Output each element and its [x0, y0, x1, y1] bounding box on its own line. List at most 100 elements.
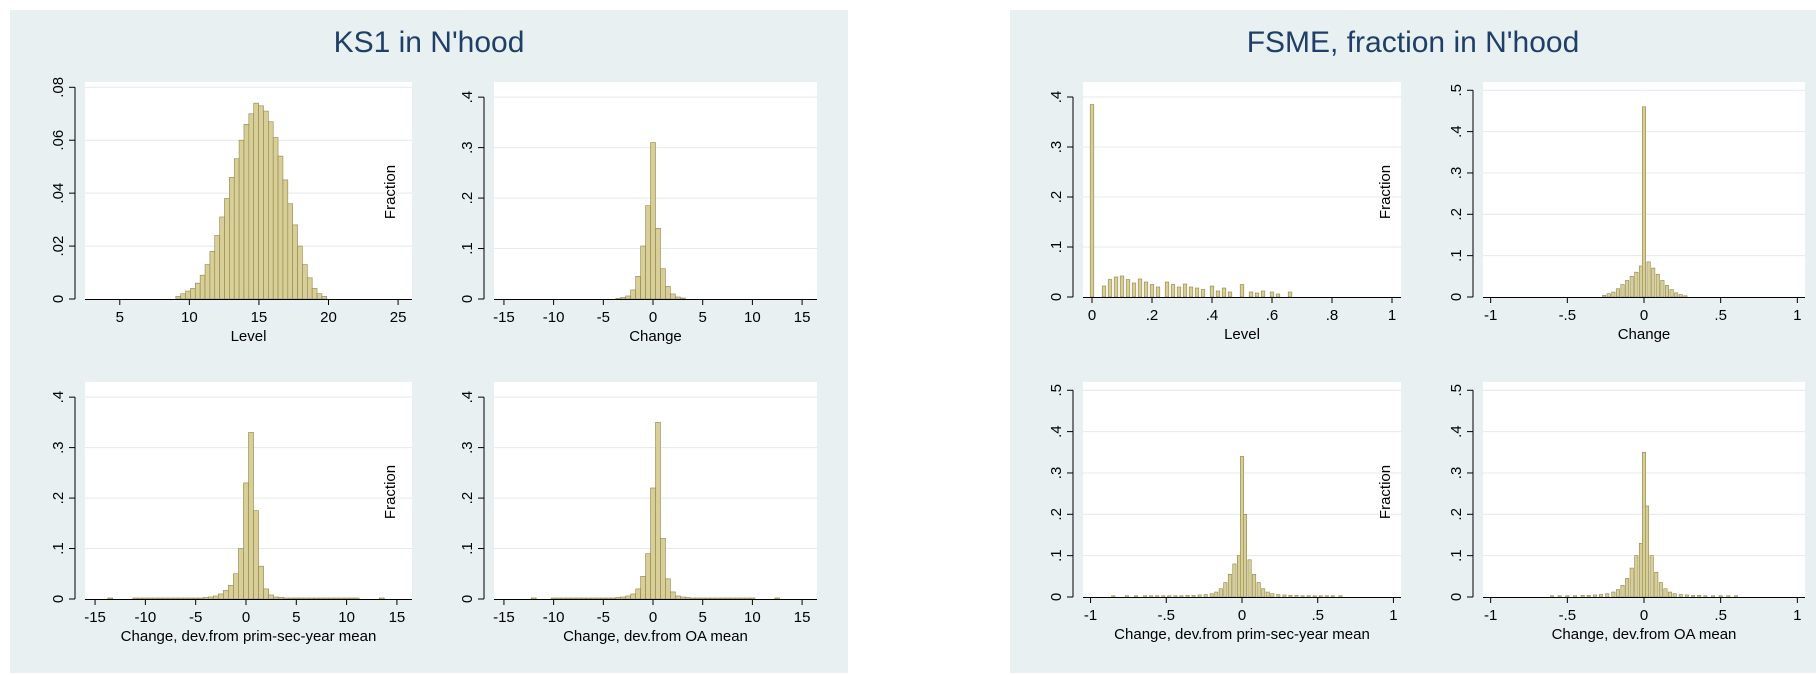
histogram-bar: [1592, 594, 1597, 598]
x-tick-label: 5: [292, 609, 300, 626]
y-tick-label: 0: [459, 595, 476, 603]
y-tick-label: .3: [1048, 467, 1065, 480]
panel-title-fsme: FSME, fraction in N'hood: [1246, 26, 1580, 59]
x-tick-label: 10: [338, 609, 355, 626]
histogram-bar: [1691, 595, 1696, 598]
y-tick-label: .4: [1448, 125, 1465, 138]
histogram-bar: [1718, 595, 1723, 598]
y-tick-label: .1: [459, 242, 476, 255]
x-tick-label: 5: [699, 309, 707, 326]
x-tick-label: .4: [1206, 307, 1219, 324]
y-axis-label: Fraction: [1377, 165, 1394, 219]
y-tick-label: .3: [459, 141, 476, 154]
y-tick-label: .4: [1448, 425, 1465, 438]
x-tick-label: 5: [116, 309, 124, 326]
y-tick-label: 0: [1048, 593, 1065, 601]
x-tick-label: -5: [597, 309, 610, 326]
y-tick-label: .3: [1448, 167, 1465, 180]
x-tick-label: 0: [1238, 607, 1246, 624]
y-tick-label: .08: [50, 77, 67, 98]
y-tick-label: .1: [1448, 549, 1465, 562]
histogram-bar: [1625, 578, 1630, 598]
histogram-bar: [1615, 589, 1620, 598]
y-tick-label: 0: [1448, 293, 1465, 301]
y-tick-label: 0: [50, 295, 67, 303]
x-tick-label: 10: [744, 609, 761, 626]
y-tick-label: .1: [1448, 249, 1465, 262]
x-tick-label: .5: [1714, 607, 1727, 624]
histogram-bar: [1726, 595, 1731, 598]
y-axis-label: Fraction: [1377, 465, 1394, 519]
y-tick-label: .04: [50, 183, 67, 204]
x-axis-label: Change, dev.from prim-sec-year mean: [1114, 626, 1370, 643]
x-tick-label: -1: [1484, 607, 1497, 624]
x-tick-label: 10: [181, 309, 198, 326]
panel-title-ks1: KS1 in N'hood: [333, 26, 525, 59]
x-tick-label: 0: [1640, 307, 1648, 324]
y-tick-label: .3: [50, 441, 67, 454]
plot-area: [1083, 82, 1401, 297]
histogram-bar: [1599, 594, 1604, 598]
x-axis-label: Level: [231, 328, 267, 345]
x-tick-label: 1: [1389, 607, 1397, 624]
y-tick-label: .3: [1448, 467, 1465, 480]
x-tick-label: 1: [1388, 307, 1396, 324]
histogram-bar: [1658, 582, 1663, 598]
x-tick-label: 0: [649, 609, 657, 626]
x-tick-label: .8: [1326, 307, 1339, 324]
x-axis-label: Change: [629, 328, 682, 345]
histogram-bar: [1711, 595, 1715, 598]
y-tick-label: .06: [50, 130, 67, 151]
histogram-bar: [1573, 595, 1577, 598]
x-tick-label: -1: [1484, 307, 1497, 324]
histogram-bar: [1678, 594, 1683, 598]
x-tick-label: -5: [597, 609, 610, 626]
x-tick-label: 10: [744, 309, 761, 326]
x-tick-label: 0: [1640, 607, 1648, 624]
x-tick-label: .5: [1311, 607, 1324, 624]
y-tick-label: 0: [459, 295, 476, 303]
x-tick-label: 15: [251, 309, 268, 326]
x-tick-label: -15: [493, 309, 515, 326]
y-tick-label: .1: [1048, 241, 1065, 254]
x-tick-label: -15: [84, 609, 106, 626]
y-tick-label: .5: [1448, 84, 1465, 97]
y-tick-label: 0: [1048, 293, 1065, 301]
histogram-bar: [1586, 595, 1591, 598]
y-tick-label: .5: [1048, 384, 1065, 397]
histogram-bar: [1703, 595, 1708, 598]
y-tick-label: .2: [1448, 508, 1465, 521]
histogram-bar: [1550, 595, 1554, 598]
x-tick-label: 20: [320, 309, 337, 326]
x-tick-label: -.5: [1158, 607, 1176, 624]
x-axis-label: Change, dev.from OA mean: [1552, 626, 1737, 643]
y-tick-label: .1: [1048, 549, 1065, 562]
x-axis-label: Change, dev.from OA mean: [563, 628, 748, 645]
x-tick-label: 5: [699, 609, 707, 626]
x-tick-label: 15: [794, 609, 811, 626]
y-tick-label: .2: [459, 192, 476, 205]
y-tick-label: .4: [459, 391, 476, 404]
y-tick-label: .2: [1448, 208, 1465, 221]
y-tick-label: .2: [1048, 508, 1065, 521]
x-tick-label: 1: [1793, 307, 1801, 324]
x-tick-label: 1: [1793, 607, 1801, 624]
y-tick-label: .02: [50, 236, 67, 257]
x-tick-label: -15: [493, 609, 515, 626]
x-tick-label: -5: [189, 609, 202, 626]
histogram-bar: [1734, 595, 1738, 598]
histogram-bar: [1668, 591, 1673, 598]
y-axis-label: Fraction: [382, 465, 399, 519]
y-tick-label: .4: [1048, 91, 1065, 104]
x-axis-label: Change, dev.from prim-sec-year mean: [121, 628, 377, 645]
x-tick-label: .2: [1146, 307, 1159, 324]
histogram-bar: [1611, 591, 1616, 598]
histogram-bar: [1629, 567, 1634, 598]
x-tick-label: 15: [389, 609, 406, 626]
histogram-bar: [1663, 588, 1668, 598]
y-tick-label: .3: [1048, 141, 1065, 154]
x-tick-label: -.5: [1559, 607, 1577, 624]
